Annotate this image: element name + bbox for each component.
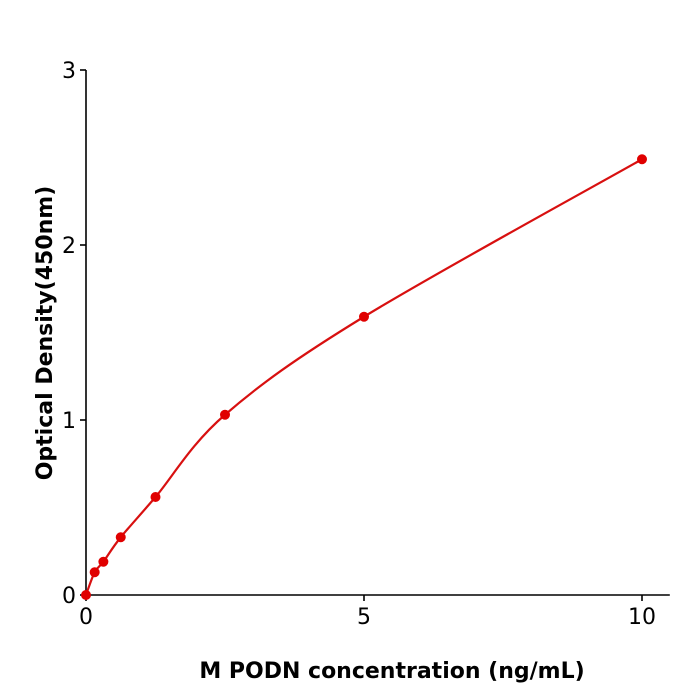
- data-point: [89, 567, 100, 578]
- x-tick-label: 10: [628, 605, 656, 630]
- axes: 0 5 10 0 1 2 3: [62, 59, 670, 630]
- data-point: [637, 154, 647, 165]
- y-tick-label: 2: [62, 234, 76, 259]
- data-point: [81, 590, 91, 600]
- data-point: [98, 556, 109, 567]
- y-axis-label: Optical Density(450nm): [33, 186, 58, 481]
- y-tick-label: 3: [62, 59, 76, 84]
- data-point: [220, 409, 230, 420]
- x-tick-label: 5: [357, 605, 371, 630]
- y-tick-label: 0: [62, 584, 76, 609]
- data-point: [150, 492, 161, 502]
- x-tick-label: 0: [79, 605, 93, 630]
- fit-curve: [84, 158, 643, 596]
- data-point: [115, 532, 126, 543]
- data-points: [81, 154, 647, 600]
- y-tick-label: 1: [62, 409, 76, 434]
- data-point: [359, 311, 369, 322]
- x-axis-label: M PODN concentration (ng/mL): [199, 659, 584, 684]
